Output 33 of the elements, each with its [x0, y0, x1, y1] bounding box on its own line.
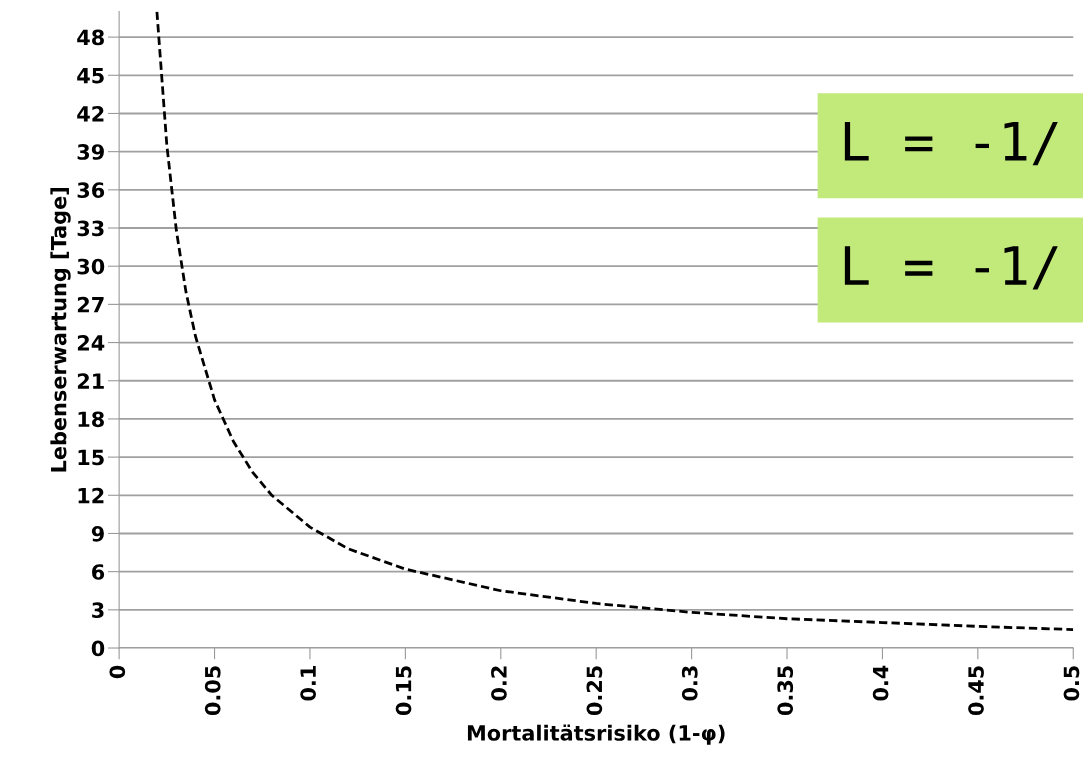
y-tick-label: 36 [77, 182, 105, 199]
x-tick-label: 0.3 [681, 666, 698, 701]
y-tick-label: 21 [77, 373, 104, 389]
y-tick-label: 30 [77, 258, 105, 275]
y-tick-label: 24 [77, 335, 105, 351]
x-tick-label: 0.35 [777, 666, 794, 716]
x-tick-label: 0.25 [586, 666, 603, 716]
y-tick-label: 18 [78, 411, 104, 428]
y-tick-label: 33 [77, 220, 104, 237]
y-tick-label: 45 [77, 68, 104, 84]
x-tick-label: 0.4 [872, 665, 889, 701]
y-tick-label: 9 [91, 525, 104, 542]
y-tick-label: 12 [78, 487, 104, 504]
x-tick-label: 0.45 [968, 666, 984, 716]
annotation: L = -1/ [844, 246, 1058, 290]
y-tick-label: 3 [92, 602, 104, 619]
y-tick-label: 39 [77, 144, 104, 160]
y-tick-label: 42 [77, 105, 104, 122]
x-tick-label: 0 [109, 665, 126, 679]
y-tick-label: 0 [91, 640, 105, 657]
x-tick-label: 0.15 [395, 666, 412, 716]
y-tick-label: 27 [77, 296, 104, 313]
annotation: L = -1/ [844, 121, 1058, 166]
x-tick-label: 0.1 [300, 666, 316, 701]
x-tick-label: 0.05 [204, 666, 221, 716]
y-tick-label: 6 [92, 564, 105, 580]
y-tick-label: 15 [78, 449, 104, 466]
y-tick-label: 48 [77, 29, 104, 46]
x-tick-label: 0.2 [491, 666, 507, 701]
x-axis-title: Mortalitätsrisiko (1-φ) [467, 724, 725, 745]
line-series [155, 11, 1074, 631]
x-tick-label: 0.5 [1063, 666, 1080, 701]
y-axis-title: Lebenserwartung [Tage] [50, 188, 71, 472]
